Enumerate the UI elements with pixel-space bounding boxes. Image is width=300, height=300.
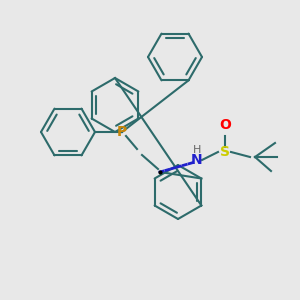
Text: S: S (220, 145, 230, 159)
Text: N: N (191, 153, 203, 167)
Text: H: H (193, 145, 201, 155)
Text: P: P (117, 125, 127, 139)
Text: O: O (219, 118, 231, 132)
